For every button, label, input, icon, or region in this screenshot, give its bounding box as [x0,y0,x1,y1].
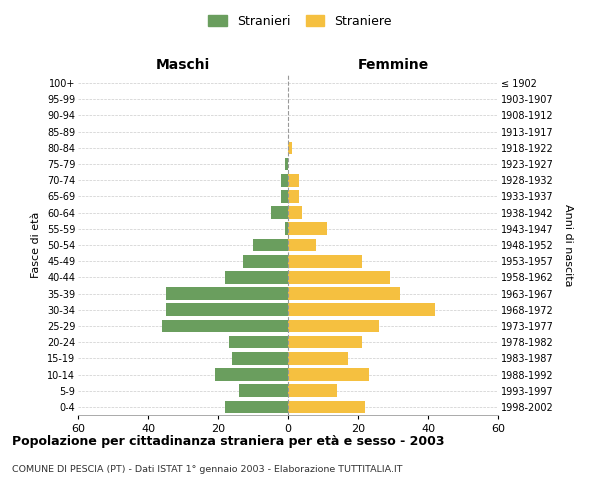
Bar [166,288,288,300]
Bar [288,368,368,381]
Text: Femmine: Femmine [358,58,428,72]
Bar [232,352,288,364]
Bar [253,238,288,252]
Bar [242,255,288,268]
Bar [225,271,288,283]
Bar [284,158,288,170]
Bar [288,304,435,316]
Bar [288,400,365,413]
Bar [229,336,288,348]
Bar [288,271,389,283]
Y-axis label: Fasce di età: Fasce di età [31,212,41,278]
Bar [288,174,299,186]
Bar [284,222,288,235]
Bar [239,384,288,397]
Bar [288,206,302,219]
Bar [166,304,288,316]
Bar [281,174,288,186]
Bar [288,142,292,154]
Bar [288,320,379,332]
Bar [271,206,288,219]
Bar [288,352,347,364]
Bar [288,255,361,268]
Bar [215,368,288,381]
Text: Maschi: Maschi [156,58,210,72]
Text: Popolazione per cittadinanza straniera per età e sesso - 2003: Popolazione per cittadinanza straniera p… [12,435,445,448]
Bar [288,222,326,235]
Bar [281,190,288,202]
Bar [288,190,299,202]
Legend: Stranieri, Straniere: Stranieri, Straniere [205,11,395,32]
Bar [225,400,288,413]
Bar [288,238,316,252]
Bar [288,288,400,300]
Bar [288,384,337,397]
Bar [162,320,288,332]
Text: COMUNE DI PESCIA (PT) - Dati ISTAT 1° gennaio 2003 - Elaborazione TUTTITALIA.IT: COMUNE DI PESCIA (PT) - Dati ISTAT 1° ge… [12,465,403,474]
Bar [288,336,361,348]
Y-axis label: Anni di nascita: Anni di nascita [563,204,573,286]
